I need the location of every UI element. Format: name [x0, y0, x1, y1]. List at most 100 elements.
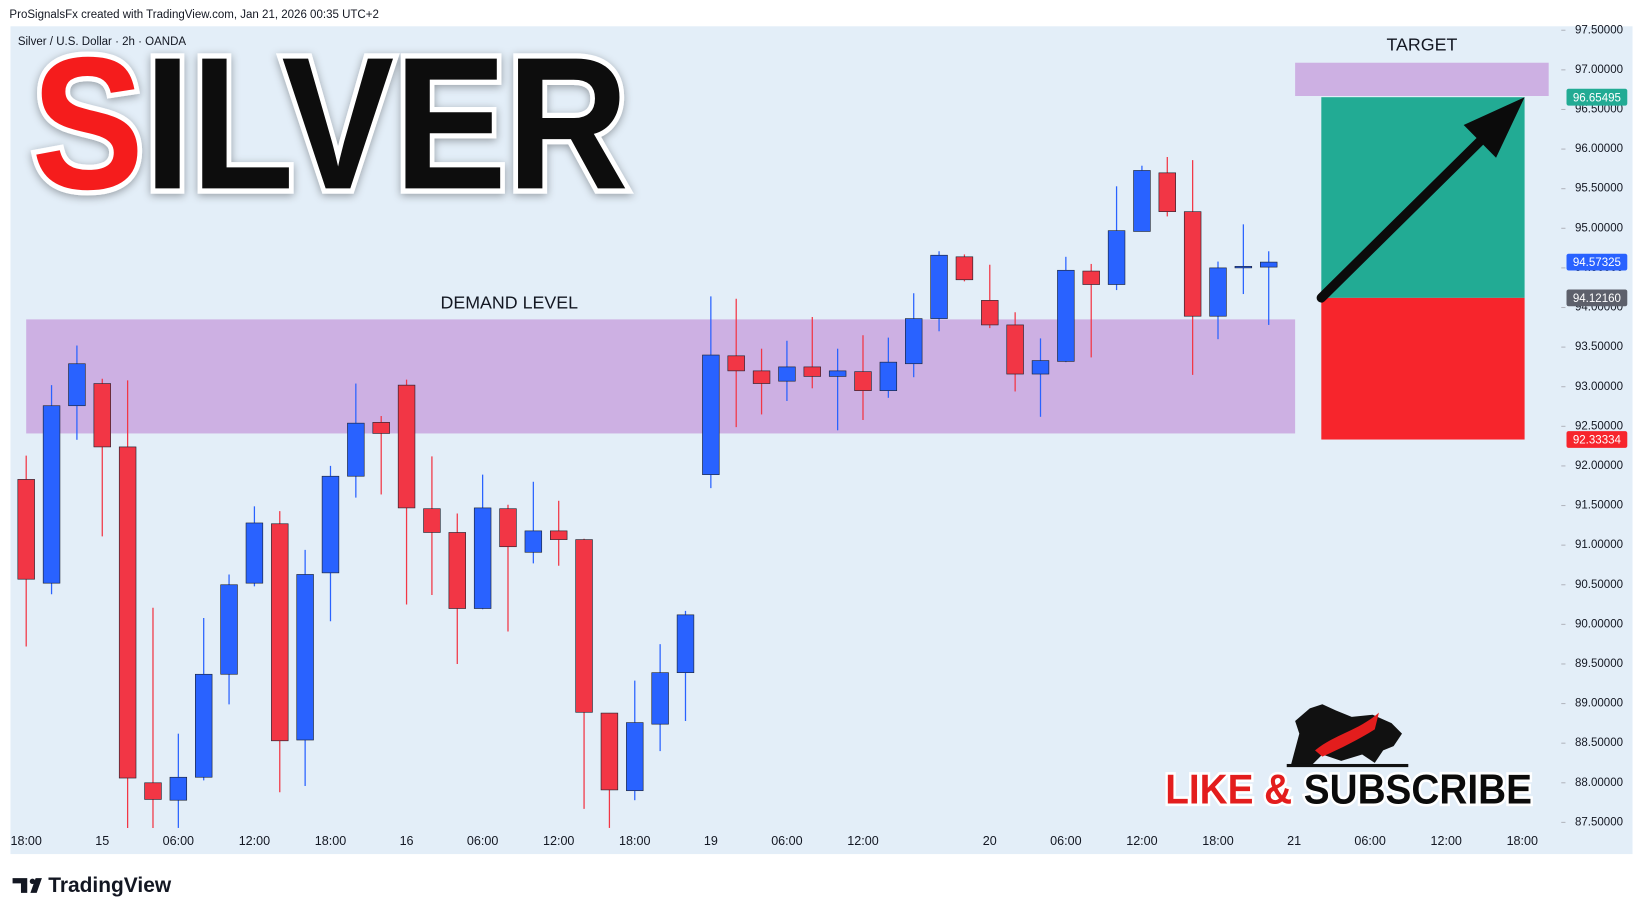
bull-bear-logo: [1286, 704, 1409, 768]
cta-like: LIKE &: [1165, 765, 1292, 812]
cta: LIKE & SUBSCRIBE: [1165, 765, 1532, 812]
candle-body: [195, 673, 213, 778]
target-zone: [1295, 62, 1549, 97]
candle-body: [524, 530, 543, 553]
y-tick-label: 88.50000: [1575, 737, 1623, 749]
candle-body: [423, 508, 441, 533]
x-tick-label: 18:00: [1202, 834, 1233, 848]
candle-body: [676, 614, 695, 673]
y-tick-label: 96.00000: [1575, 143, 1623, 155]
candle-body: [651, 672, 669, 725]
candle-body: [626, 722, 644, 792]
candle-body: [1209, 267, 1227, 317]
plot: DEMAND LEVEL TARGET 87.50000 88.00000 88.500…: [10, 24, 1628, 848]
y-tick-label: 95.00000: [1575, 222, 1623, 234]
tv-icon-slash: [30, 878, 42, 893]
x-tick-label: 18:00: [619, 834, 650, 848]
candle-body: [473, 507, 492, 609]
x-tick-label: 19: [704, 834, 718, 848]
y-tick-label: 90.50000: [1575, 579, 1623, 591]
candle-body: [271, 523, 289, 742]
candle-body: [397, 384, 416, 509]
candle-body: [42, 405, 61, 584]
candle-body: [220, 584, 238, 675]
title-rest: ILVER: [144, 17, 629, 228]
last-price-box: [1566, 253, 1628, 271]
y-tick-label: 92.00000: [1575, 460, 1623, 472]
y-tick-label: 88.00000: [1575, 777, 1623, 789]
x-tick-label: 18:00: [315, 834, 346, 848]
y-tick-label: 91.50000: [1575, 500, 1623, 512]
candle-body: [1158, 172, 1176, 212]
candle-body: [1107, 230, 1126, 285]
tradingview-icon: [12, 878, 42, 893]
candle-body: [169, 776, 188, 801]
x-tick-label: 20: [983, 834, 997, 848]
candle-body: [1260, 261, 1278, 268]
tv-icon-t: [12, 878, 28, 893]
attribution: ProSignalsFx created with TradingView.co…: [9, 9, 378, 21]
title-initial: S: [31, 17, 144, 228]
candle-body: [93, 383, 111, 448]
x-tick-label: 06:00: [1050, 834, 1081, 848]
y-tick-label: 90.00000: [1575, 618, 1623, 630]
candle-body: [347, 422, 365, 477]
x-tick-label: 21: [1287, 834, 1301, 848]
stop-price-text: 92.33334: [1573, 435, 1622, 447]
y-tick-label: 93.00000: [1575, 381, 1623, 393]
candle-body: [752, 370, 771, 384]
cta-subscribe: SUBSCRIBE: [1304, 765, 1532, 812]
candle-body: [245, 522, 264, 584]
logo-swoosh: [1315, 712, 1379, 757]
candle-body: [854, 371, 872, 391]
candle-body: [702, 354, 720, 475]
candle-body: [448, 532, 466, 609]
candle-body: [1234, 265, 1253, 269]
candle-body: [550, 530, 568, 540]
y-tick-label: 97.00000: [1575, 64, 1623, 76]
candle-body: [321, 475, 340, 574]
last-price-text: 94.57325: [1573, 257, 1621, 269]
target-price-text: 96.65495: [1573, 92, 1621, 104]
candle-body: [118, 446, 137, 779]
candle-body: [1133, 170, 1151, 232]
entry-price-box: [1566, 289, 1628, 307]
candle-body: [981, 300, 999, 326]
candle-body: [144, 782, 162, 800]
demand-label: DEMAND LEVEL: [441, 292, 579, 312]
y-tick-label: 89.00000: [1575, 698, 1623, 710]
x-tick-label: 12:00: [847, 834, 878, 848]
stop-price-box: [1566, 431, 1628, 448]
candle-body: [1031, 360, 1050, 375]
target-label: TARGET: [1386, 35, 1457, 55]
tv-icon-dot: [29, 878, 36, 885]
logo-base: [1286, 763, 1409, 768]
candle-body: [955, 256, 974, 281]
arrow-head: [1463, 97, 1525, 158]
x-tick-label: 12:00: [543, 834, 574, 848]
footer-brand: TradingView: [48, 874, 172, 897]
candle-body: [727, 355, 745, 372]
x-tick-label: 18:00: [10, 834, 41, 848]
candle-body: [828, 370, 847, 377]
y-tick-label: 95.50000: [1575, 183, 1623, 195]
candle-body: [499, 508, 517, 548]
x-tick-label: 06:00: [1354, 834, 1385, 848]
y-tick-label: 91.00000: [1575, 539, 1623, 551]
demand-zone: [26, 319, 1296, 434]
loss-zone: [1321, 297, 1525, 440]
candle-body: [1057, 269, 1075, 362]
x-tick-label: 12:00: [239, 834, 270, 848]
candle-body: [575, 539, 593, 713]
x-tick-label: 16: [400, 834, 414, 848]
y-tick-label: 97.50000: [1575, 24, 1623, 36]
x-tick-label: 18:00: [1507, 834, 1538, 848]
candle-body: [778, 366, 796, 382]
target-price-box: [1566, 88, 1628, 106]
candle-body: [372, 422, 390, 434]
candle-body: [68, 363, 86, 407]
y-tick-label: 96.50000: [1575, 104, 1623, 116]
y-tick-label: 93.50000: [1575, 341, 1623, 353]
